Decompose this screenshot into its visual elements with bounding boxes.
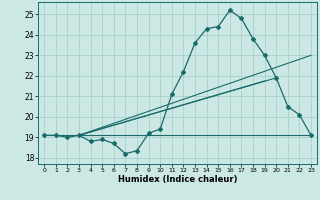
X-axis label: Humidex (Indice chaleur): Humidex (Indice chaleur)	[118, 175, 237, 184]
